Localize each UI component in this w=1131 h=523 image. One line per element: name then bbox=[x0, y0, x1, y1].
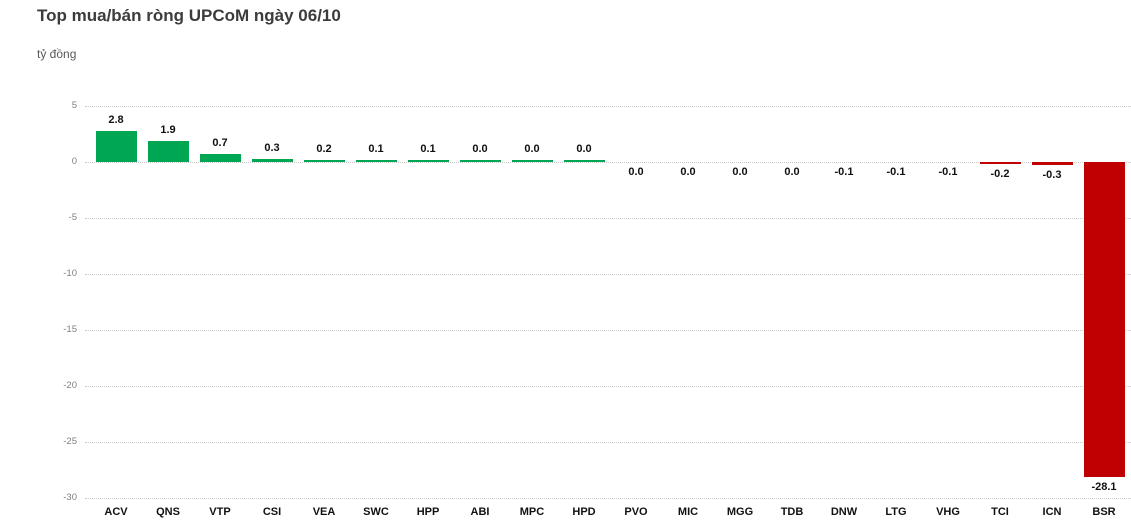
bar-value-label-acv: 2.8 bbox=[108, 113, 124, 126]
bar-value-label-tci: -0.2 bbox=[990, 168, 1010, 181]
x-axis-label-ltg: LTG bbox=[885, 506, 907, 518]
x-axis-label-dnw: DNW bbox=[830, 506, 858, 518]
y-axis-tick-label: 0 bbox=[71, 156, 77, 167]
gridline--15 bbox=[85, 330, 1131, 331]
gridline-0 bbox=[85, 162, 1131, 163]
y-axis-tick-label: -20 bbox=[63, 380, 77, 391]
bar-hpd bbox=[563, 160, 605, 162]
gridline--5 bbox=[85, 218, 1131, 219]
y-axis-unit-label: tỷ đồng bbox=[37, 47, 77, 61]
bar-value-label-mgg: 0.0 bbox=[732, 166, 748, 178]
bar-value-label-bsr: -28.1 bbox=[1091, 480, 1117, 493]
chart-title: Top mua/bán ròng UPCoM ngày 06/10 bbox=[37, 6, 341, 25]
bar-icn bbox=[1031, 162, 1073, 166]
bar-value-label-ltg: -0.1 bbox=[886, 166, 906, 178]
x-axis-label-vtp: VTP bbox=[209, 506, 231, 518]
bar-vea bbox=[303, 159, 345, 162]
x-axis-label-mpc: MPC bbox=[519, 506, 545, 518]
x-axis-label-abi: ABI bbox=[470, 506, 490, 518]
y-axis-tick-label: -15 bbox=[63, 324, 77, 335]
x-axis-label-vea: VEA bbox=[312, 506, 336, 518]
gridline-5 bbox=[85, 106, 1131, 107]
bar-value-label-csi: 0.3 bbox=[264, 141, 280, 154]
bar-value-label-dnw: -0.1 bbox=[834, 166, 854, 178]
gridline--10 bbox=[85, 274, 1131, 275]
bar-swc bbox=[355, 160, 397, 162]
x-axis-label-pvo: PVO bbox=[624, 506, 648, 518]
bar-mpc bbox=[511, 160, 553, 162]
y-axis-tick-label: -10 bbox=[63, 268, 77, 279]
gridline--20 bbox=[85, 386, 1131, 387]
x-axis-label-mgg: MGG bbox=[726, 506, 754, 518]
bar-bsr bbox=[1083, 162, 1125, 477]
x-axis-label-mic: MIC bbox=[677, 506, 699, 518]
bar-value-label-mic: 0.0 bbox=[680, 166, 696, 178]
y-axis-tick-label: 5 bbox=[71, 100, 77, 111]
y-axis-tick-label: -5 bbox=[68, 212, 77, 223]
x-axis-label-csi: CSI bbox=[262, 506, 282, 518]
x-axis-label-tci: TCI bbox=[991, 506, 1009, 518]
bar-tci bbox=[979, 162, 1021, 165]
bar-value-label-vhg: -0.1 bbox=[938, 166, 958, 178]
bar-value-label-vea: 0.2 bbox=[316, 142, 332, 155]
x-axis-label-tdb: TDB bbox=[780, 506, 804, 518]
gridline--25 bbox=[85, 442, 1131, 443]
gridline--30 bbox=[85, 498, 1131, 499]
bar-acv bbox=[95, 130, 137, 162]
x-axis-label-hpp: HPP bbox=[416, 506, 440, 518]
x-axis-label-vhg: VHG bbox=[936, 506, 960, 518]
y-axis-tick-label: -30 bbox=[63, 492, 77, 503]
y-axis-tick-label: -25 bbox=[63, 436, 77, 447]
x-axis-label-hpd: HPD bbox=[572, 506, 596, 518]
bar-value-label-pvo: 0.0 bbox=[628, 166, 644, 178]
x-axis-label-qns: QNS bbox=[156, 506, 180, 518]
x-axis-label-bsr: BSR bbox=[1092, 506, 1116, 518]
bar-value-label-tdb: 0.0 bbox=[784, 166, 800, 178]
bar-value-label-hpp: 0.1 bbox=[420, 143, 436, 155]
x-axis-label-swc: SWC bbox=[363, 506, 389, 518]
bar-value-label-vtp: 0.7 bbox=[212, 137, 228, 150]
bar-vtp bbox=[199, 154, 241, 162]
bar-value-label-swc: 0.1 bbox=[368, 143, 384, 155]
x-axis-label-icn: ICN bbox=[1042, 506, 1062, 518]
bar-value-label-hpd: 0.0 bbox=[576, 143, 592, 155]
bar-value-label-abi: 0.0 bbox=[472, 143, 488, 155]
x-axis-label-acv: ACV bbox=[104, 506, 128, 518]
bar-value-label-mpc: 0.0 bbox=[524, 143, 540, 155]
bar-hpp bbox=[407, 160, 449, 162]
bar-value-label-qns: 1.9 bbox=[160, 123, 176, 136]
bar-qns bbox=[147, 140, 189, 162]
bar-abi bbox=[459, 160, 501, 162]
bar-csi bbox=[251, 158, 293, 162]
bar-value-label-icn: -0.3 bbox=[1042, 169, 1062, 182]
